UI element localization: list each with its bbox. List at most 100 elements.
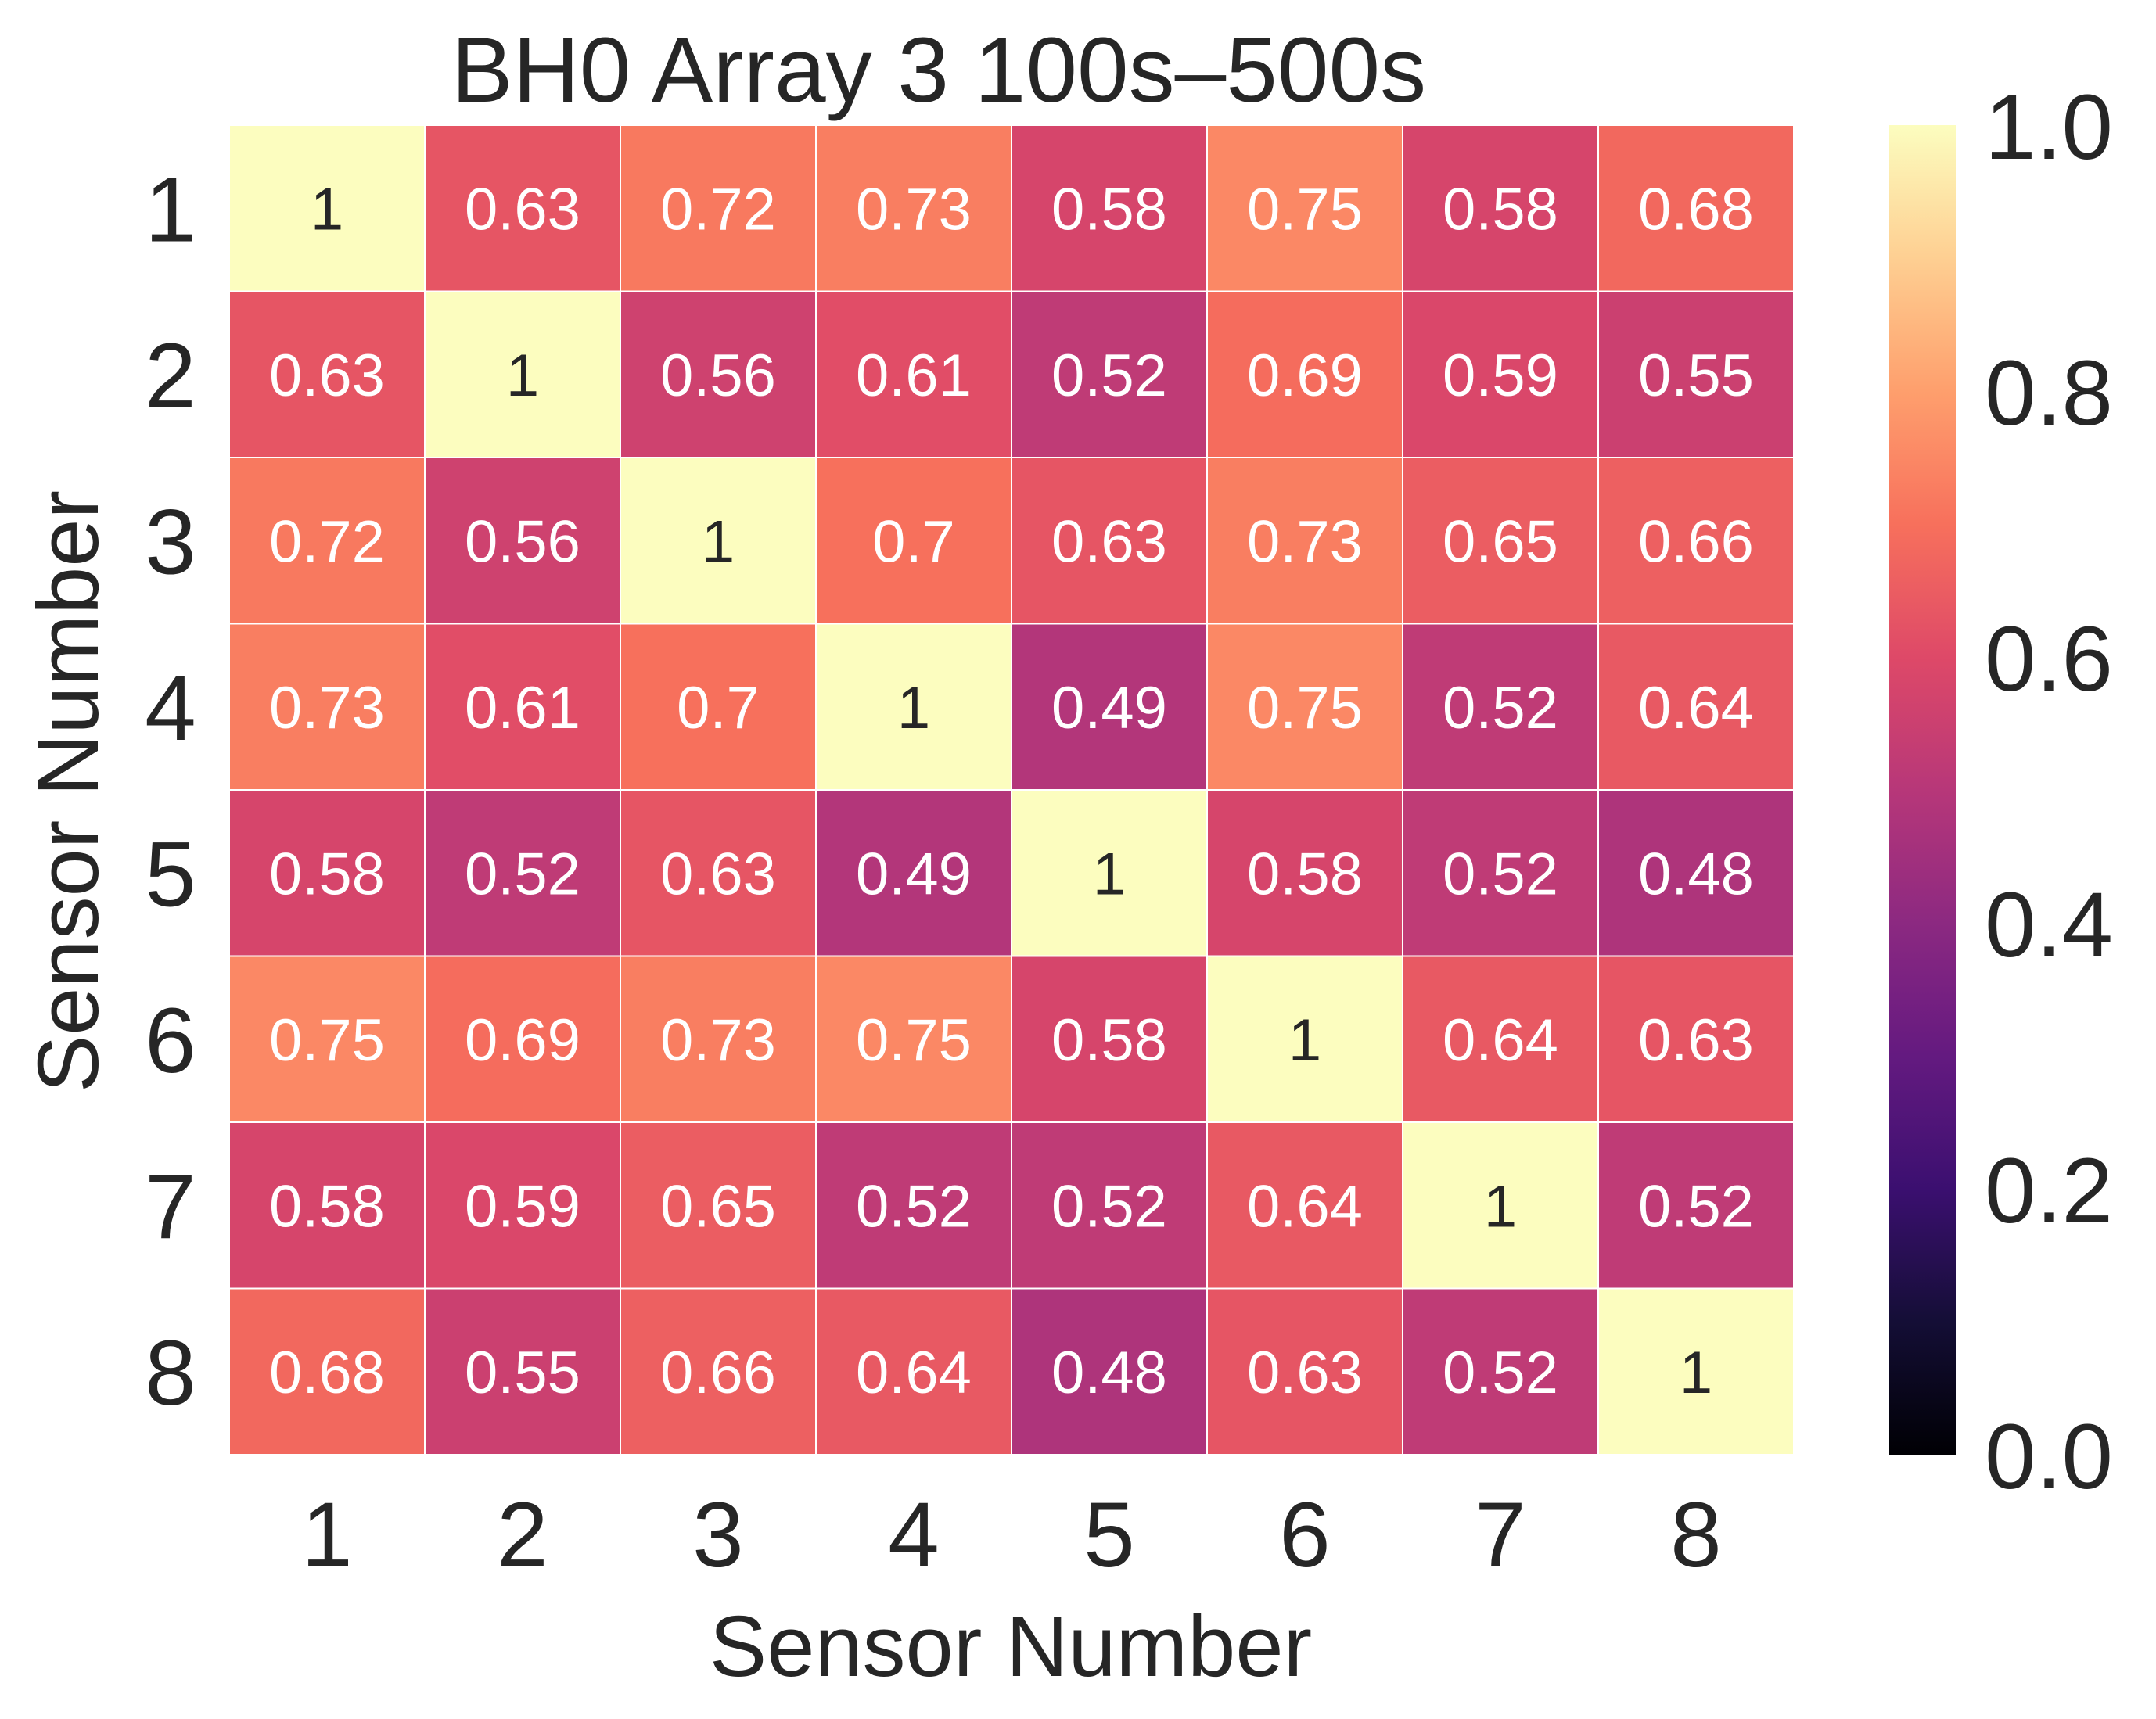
heatmap-cell-r7-c2	[424, 1121, 621, 1290]
heatmap-cell-r1-c5	[1011, 124, 1208, 292]
heatmap-cell-label-r8-c2: 0.55	[465, 1340, 580, 1406]
heatmap-cell-r5-c7	[1402, 789, 1599, 957]
y-tick-label: 5	[145, 823, 196, 926]
heatmap-cell-label-r8-c8: 1	[1680, 1340, 1712, 1406]
chart-title: BH0 Array 3 100s–500s	[451, 19, 1426, 122]
heatmap-cell-r8-c1	[228, 1287, 426, 1455]
heatmap-cell-r2-c5	[1011, 290, 1208, 458]
heatmap-cell-r1-c8	[1597, 124, 1795, 292]
heatmap-cell-r5-c3	[620, 789, 817, 957]
heatmap-cell-r4-c4	[815, 623, 1012, 791]
heatmap-cell-label-r3-c7: 0.65	[1443, 508, 1558, 575]
heatmap-cell-r7-c7	[1402, 1121, 1599, 1290]
heatmap-cell-label-r5-c4: 0.49	[856, 841, 972, 907]
heatmap-cell-label-r6-c6: 1	[1288, 1007, 1321, 1074]
heatmap-cell-label-r8-c6: 0.63	[1247, 1340, 1363, 1406]
heatmap-cell-r5-c4	[815, 789, 1012, 957]
heatmap-cell-r7-c1	[228, 1121, 426, 1290]
y-tick-label: 1	[145, 158, 196, 261]
y-tick-label: 3	[145, 490, 196, 594]
heatmap-cell-label-r5-c8: 0.48	[1638, 841, 1754, 907]
heatmap-cell-label-r4-c5: 0.49	[1051, 675, 1167, 741]
heatmap-cell-r8-c5	[1011, 1287, 1208, 1455]
colorbar-tick-label: 0.4	[1985, 874, 2113, 977]
heatmap-cell-label-r4-c6: 0.75	[1247, 675, 1363, 741]
heatmap-cell-label-r3-c3: 1	[702, 508, 735, 575]
heatmap-cell-r4-c5	[1011, 623, 1208, 791]
y-tick-labels: 1 2 3 4 5 6 7 8	[145, 158, 196, 1425]
heatmap-cell-r3-c6	[1206, 457, 1403, 625]
heatmap-cell-r8-c2	[424, 1287, 621, 1455]
heatmap-cell-label-r4-c4: 1	[897, 675, 930, 741]
heatmap-cell-r4-c3	[620, 623, 817, 791]
x-tick-label: 3	[692, 1484, 744, 1587]
heatmap-cell-r2-c8	[1597, 290, 1795, 458]
heatmap-cell-label-r7-c6: 0.64	[1247, 1173, 1363, 1240]
y-tick-label: 2	[145, 325, 196, 428]
heatmap-cell-r3-c1	[228, 457, 426, 625]
heatmap-cell-r2-c2	[424, 290, 621, 458]
heatmap-cell-label-r4-c3: 0.7	[677, 675, 760, 741]
heatmap-cell-label-r6-c5: 0.58	[1051, 1007, 1167, 1074]
x-tick-label: 6	[1279, 1484, 1331, 1587]
y-tick-label: 4	[145, 657, 196, 760]
heatmap-cell-r2-c4	[815, 290, 1012, 458]
heatmap-cell-label-r6-c7: 0.64	[1443, 1007, 1558, 1074]
heatmap-cell-label-r2-c3: 0.56	[660, 343, 776, 409]
heatmap-cell-label-r4-c1: 0.73	[269, 675, 385, 741]
heatmap-cell-label-r7-c2: 0.59	[465, 1173, 580, 1240]
heatmap-cell-r6-c8	[1597, 955, 1795, 1123]
x-tick-label: 2	[497, 1484, 548, 1587]
heatmap-cell-label-r1-c6: 0.75	[1247, 176, 1363, 242]
y-axis-label: Sensor Number	[20, 490, 117, 1093]
heatmap-cell-label-r2-c1: 0.63	[269, 343, 385, 409]
heatmap-cell-r6-c7	[1402, 955, 1599, 1123]
heatmap-cell-r1-c3	[620, 124, 817, 292]
colorbar-tick-labels: 0.0 0.2 0.4 0.6 0.8 1.0	[1985, 76, 2113, 1509]
heatmap-cell-label-r1-c8: 0.68	[1638, 176, 1754, 242]
x-axis-label: Sensor Number	[710, 1599, 1312, 1695]
heatmap-cell-label-r4-c2: 0.61	[465, 675, 580, 741]
heatmap-cell-label-r8-c7: 0.52	[1443, 1340, 1558, 1406]
heatmap-cell-label-r3-c4: 0.7	[872, 508, 955, 575]
y-tick-label: 6	[145, 989, 196, 1093]
heatmap-cell-r1-c4	[815, 124, 1012, 292]
x-tick-label: 7	[1475, 1484, 1526, 1587]
heatmap-cell-r8-c4	[815, 1287, 1012, 1455]
heatmap-cell-label-r8-c3: 0.66	[660, 1340, 776, 1406]
heatmap-cell-label-r2-c5: 0.52	[1051, 343, 1167, 409]
colorbar-tick-label: 0.6	[1985, 608, 2113, 711]
heatmap-cell-label-r8-c4: 0.64	[856, 1340, 972, 1406]
heatmap-cell-r5-c6	[1206, 789, 1403, 957]
heatmap-cell-r3-c5	[1011, 457, 1208, 625]
heatmap-cell-label-r4-c7: 0.52	[1443, 675, 1558, 741]
heatmap-cell-r3-c7	[1402, 457, 1599, 625]
x-tick-label: 1	[301, 1484, 353, 1587]
heatmap-cell-label-r1-c4: 0.73	[856, 176, 972, 242]
heatmap-cell-label-r3-c8: 0.66	[1638, 508, 1754, 575]
y-tick-label: 7	[145, 1155, 196, 1258]
heatmap-cell-r1-c2	[424, 124, 621, 292]
heatmap-cell-label-r7-c8: 0.52	[1638, 1173, 1754, 1240]
heatmap-cell-r3-c4	[815, 457, 1012, 625]
heatmap-cell-r6-c3	[620, 955, 817, 1123]
heatmap-cell-r1-c1	[228, 124, 426, 292]
heatmap-cell-label-r3-c6: 0.73	[1247, 508, 1363, 575]
heatmap-cell-r2-c7	[1402, 290, 1599, 458]
heatmap-cell-label-r5-c5: 1	[1093, 841, 1126, 907]
heatmap-cell-r8-c3	[620, 1287, 817, 1455]
heatmap-cell-label-r4-c8: 0.64	[1638, 675, 1754, 741]
heatmap-cell-label-r5-c1: 0.58	[269, 841, 385, 907]
heatmap-cell-label-r5-c3: 0.63	[660, 841, 776, 907]
heatmap-cell-r3-c8	[1597, 457, 1795, 625]
y-tick-label: 8	[145, 1322, 196, 1425]
heatmap-cell-label-r1-c3: 0.72	[660, 176, 776, 242]
heatmap-cell-label-r5-c2: 0.52	[465, 841, 580, 907]
heatmap-cell-r8-c7	[1402, 1287, 1599, 1455]
heatmap-cell-label-r7-c4: 0.52	[856, 1173, 972, 1240]
colorbar-tick-label: 1.0	[1985, 76, 2113, 179]
heatmap-cell-r8-c8	[1597, 1287, 1795, 1455]
x-tick-labels: 1 2 3 4 5 6 7 8	[301, 1484, 1722, 1587]
heatmap-cell-r6-c5	[1011, 955, 1208, 1123]
